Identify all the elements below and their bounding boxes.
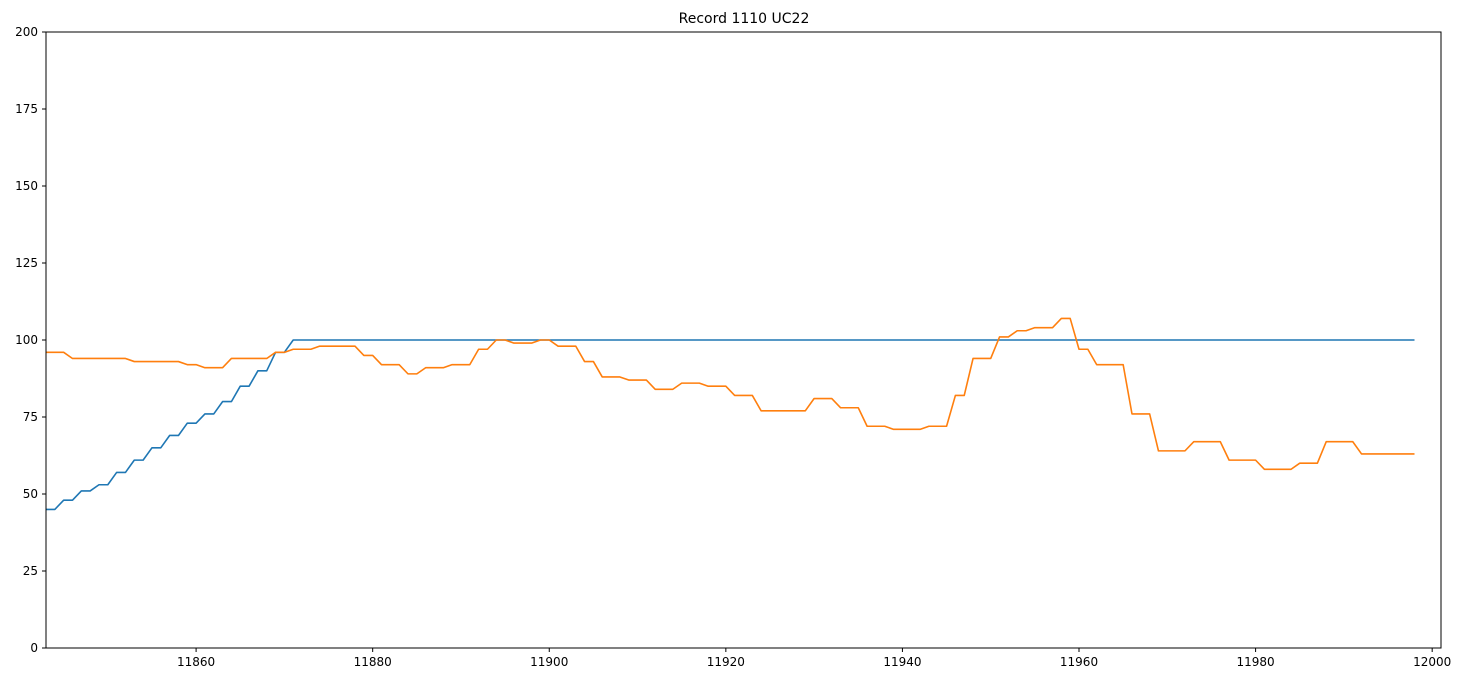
x-tick-label: 12000: [1413, 655, 1451, 669]
x-tick-label: 11920: [707, 655, 745, 669]
plot-area: [46, 317, 1415, 511]
y-tick-label: 100: [15, 333, 38, 347]
x-tick-label: 11960: [1060, 655, 1098, 669]
y-tick-label: 50: [23, 487, 38, 501]
x-tick-label: 11980: [1236, 655, 1274, 669]
chart-title: Record 1110 UC22: [679, 11, 810, 27]
x-tick-label: 11940: [883, 655, 921, 669]
y-tick-label: 200: [15, 25, 38, 39]
y-tick-label: 0: [30, 641, 38, 655]
x-tick-label: 11880: [354, 655, 392, 669]
x-tick-label: 11900: [530, 655, 568, 669]
axes: 11860 11880 11900 11920 11940 11960 11980 12000…: [15, 25, 1451, 669]
series-line-2: [46, 317, 1415, 471]
y-tick-label: 25: [23, 564, 38, 578]
series-line-1: [46, 339, 1415, 511]
y-tick-label: 175: [15, 102, 38, 116]
y-tick-label: 75: [23, 410, 38, 424]
x-tick-label: 11860: [177, 655, 215, 669]
y-tick-label: 150: [15, 179, 38, 193]
y-tick-label: 125: [15, 256, 38, 270]
